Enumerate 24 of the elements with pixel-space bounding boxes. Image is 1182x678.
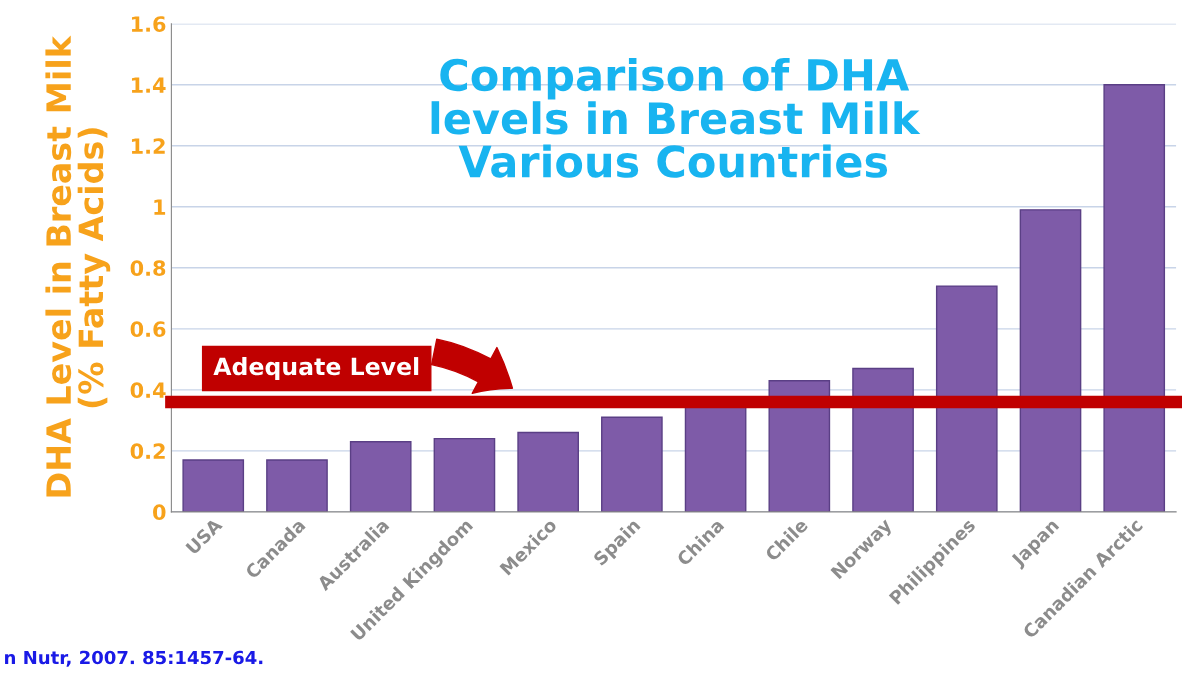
bar	[601, 416, 663, 512]
text: n Nutr, 2007. 85:1457-64.	[5, 650, 263, 667]
y-tick-label: 0.6	[130, 321, 166, 338]
bar	[935, 285, 998, 512]
bar	[1019, 209, 1082, 512]
bar	[182, 459, 245, 512]
bar	[852, 367, 914, 512]
bar	[266, 459, 328, 512]
y-tick-label: 1.4	[131, 77, 166, 93]
bar	[349, 441, 412, 512]
y-tick-label: 1.6	[131, 16, 166, 32]
bar	[1103, 84, 1166, 512]
text: Comparison of DHA levels in Breast Milk Various Countries	[431, 57, 921, 178]
bar	[517, 431, 579, 512]
y-tick-label: 1.2	[131, 138, 165, 154]
bar	[768, 380, 831, 512]
y-axis-title: DHA Level in Breast Milk (% Fatty Acids)	[45, 35, 111, 497]
y-tick-label: 0.4	[130, 382, 166, 399]
y-tick-label: 0.2	[130, 443, 165, 460]
bar	[433, 437, 496, 512]
y-tick-label: 0.8	[130, 260, 166, 277]
y-tick-label: 0	[153, 504, 166, 521]
y-tick-label: 1	[154, 199, 166, 215]
legend-label: Adequate Level	[213, 357, 419, 380]
